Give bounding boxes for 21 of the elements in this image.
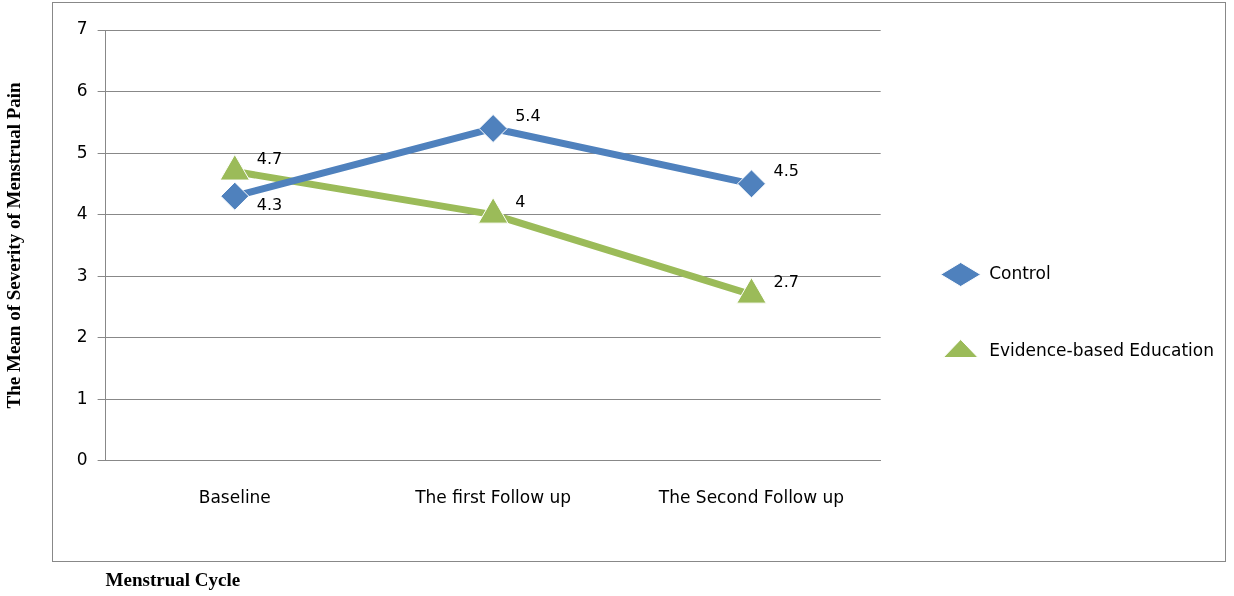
x-tick-label: The first Follow up: [414, 487, 572, 508]
y-tick-label: 1: [76, 387, 88, 408]
x-tick-label: The Second Follow up: [657, 487, 845, 508]
legend-label: Control: [989, 262, 1051, 283]
legend-label: Evidence-based Education: [989, 339, 1214, 360]
x-axis-title: Menstrual Cycle: [105, 568, 241, 590]
x-tick-label: Baseline: [198, 487, 271, 508]
y-tick-label: 2: [76, 326, 88, 347]
y-tick-label: 5: [76, 141, 88, 162]
y-tick-label: 6: [76, 79, 88, 100]
y-axis-title: The Mean of Severity of Menstrual Pain: [3, 81, 25, 409]
y-tick-label: 7: [76, 18, 88, 39]
y-tick-label: 0: [76, 449, 88, 470]
data-label: 4.7: [256, 148, 283, 168]
data-label: 5.4: [515, 105, 541, 125]
y-tick-label: 4: [76, 203, 88, 224]
data-label: 4.5: [773, 161, 799, 181]
data-label: 2.7: [773, 271, 799, 291]
data-label: 4: [515, 191, 526, 211]
y-tick-label: 3: [76, 264, 88, 285]
data-label: 4.3: [256, 195, 283, 215]
